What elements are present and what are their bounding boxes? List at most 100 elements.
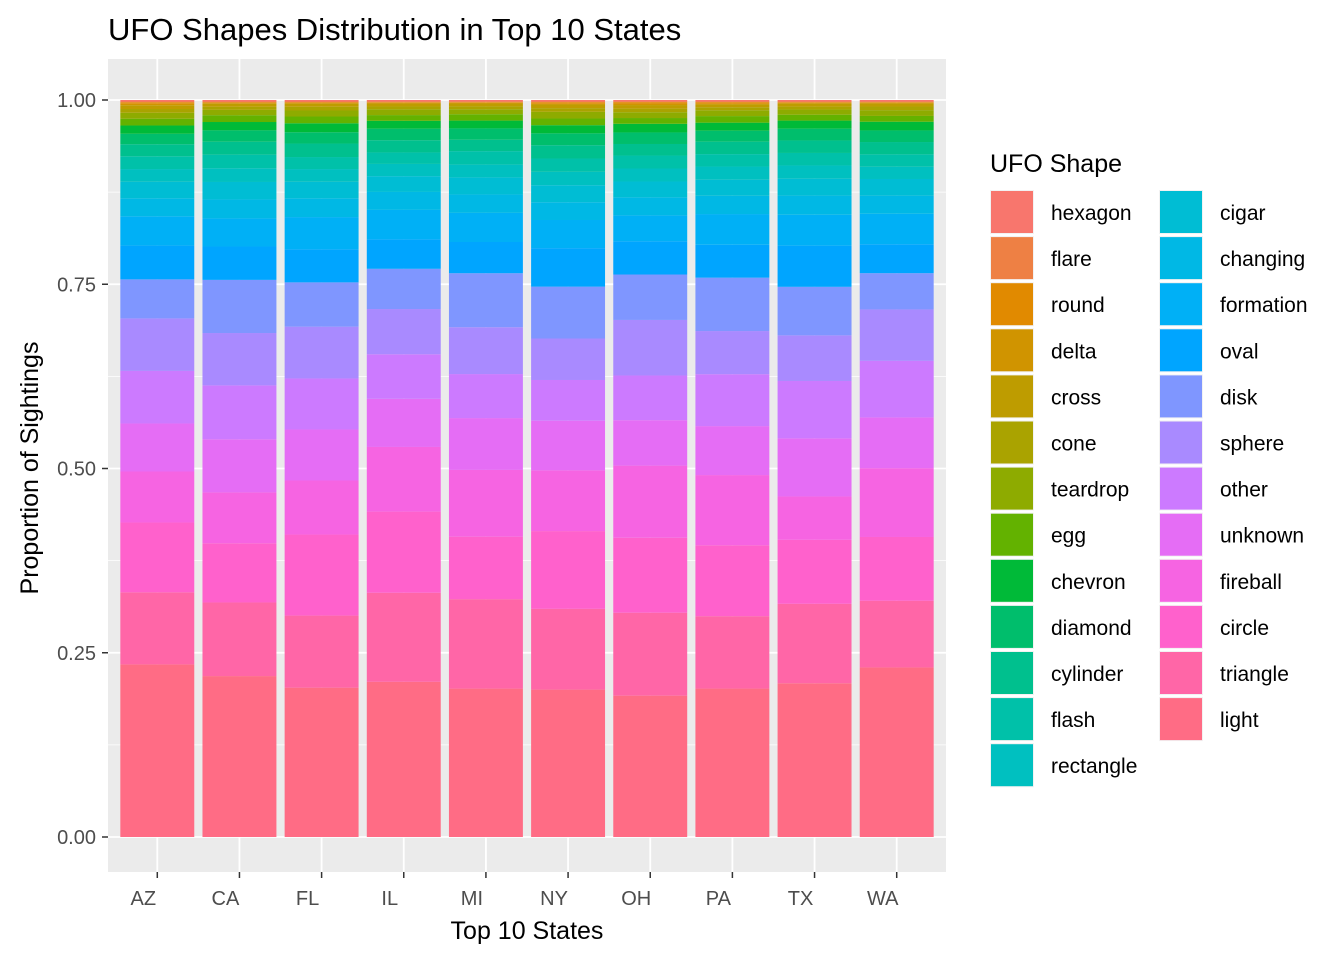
bar-segment-AZ-teardrop (120, 112, 195, 119)
bar-segment-IL-changing (366, 191, 441, 210)
bar-segment-TX-formation (777, 214, 852, 246)
bar-segment-OH-chevron (613, 123, 688, 133)
bar-segment-IL-circle (366, 511, 441, 593)
bar-segment-PA-fireball (695, 475, 770, 546)
bar-segment-WA-sphere (859, 309, 934, 361)
legend-swatch-flare (991, 237, 1033, 280)
y-tick-label: 0.50 (57, 459, 96, 481)
legend-swatch-cone (991, 421, 1033, 464)
bar-segment-OH-fireball (613, 465, 688, 538)
legend-label-teardrop: teardrop (1051, 479, 1129, 502)
legend-label-sphere: sphere (1220, 433, 1284, 456)
bar-segment-AZ-hexagon (120, 100, 195, 102)
bar-segment-NY-flare (531, 101, 606, 103)
bar-segment-IL-chevron (366, 120, 441, 129)
bar-segment-NY-light (531, 689, 606, 837)
bar-segment-TX-cylinder (777, 140, 852, 153)
bar-segment-CA-formation (202, 218, 277, 247)
bar-segment-AZ-rectangle (120, 169, 195, 182)
bar-segment-WA-flash (859, 154, 934, 167)
bar-segment-WA-formation (859, 213, 934, 245)
bar-segment-FL-cross (284, 103, 359, 107)
bar-segment-MI-egg (448, 114, 523, 121)
bar-segment-MI-delta (448, 102, 523, 104)
bar-segment-MI-hexagon (448, 100, 523, 102)
bar-segment-OH-teardrop (613, 112, 688, 119)
bar-segment-PA-delta (695, 103, 770, 105)
bar-segment-MI-disk (448, 273, 523, 328)
bar-segment-FL-changing (284, 198, 359, 218)
bar-segment-FL-other (284, 378, 359, 430)
bar-segment-CA-light (202, 676, 277, 837)
legend-swatch-other (1160, 467, 1202, 510)
bar-segment-MI-cylinder (448, 139, 523, 152)
bar-segment-WA-cylinder (859, 142, 934, 155)
bar-segment-IL-disk (366, 268, 441, 310)
bar-segment-AZ-changing (120, 198, 195, 217)
bar-segment-AZ-flash (120, 156, 195, 170)
legend-swatch-light (1160, 698, 1202, 741)
bar-segment-MI-flare (448, 101, 523, 103)
legend-swatch-cylinder (991, 652, 1033, 694)
bar-segment-FL-delta (284, 103, 359, 104)
bar-segment-FL-unknown (284, 429, 359, 481)
bar-segment-WA-flare (859, 101, 934, 103)
bar-segment-TX-circle (777, 539, 852, 604)
bar-segment-PA-disk (695, 277, 770, 332)
bar-segment-NY-fireball (531, 470, 606, 532)
legend-swatch-hexagon (991, 191, 1033, 233)
bar-segment-IL-formation (366, 209, 441, 240)
bar-segment-TX-oval (777, 245, 852, 287)
bar-segment-OH-rectangle (613, 168, 688, 182)
chart-title: UFO Shapes Distribution in Top 10 States (108, 12, 681, 47)
bar-segment-PA-flare (695, 101, 770, 103)
legend-swatch-fireball (1160, 559, 1202, 602)
bar-segment-WA-unknown (859, 417, 934, 469)
bar-segment-CA-other (202, 385, 277, 440)
bar-segment-FL-hexagon (284, 100, 359, 102)
bar-segment-AZ-formation (120, 216, 195, 246)
bar-segment-CA-delta (202, 103, 277, 104)
x-tick-label-IL: IL (381, 888, 398, 910)
bar-segment-TX-fireball (777, 496, 852, 540)
bar-segment-CA-fireball (202, 492, 277, 544)
bar-segment-TX-other (777, 380, 852, 439)
bar-segment-TX-disk (777, 286, 852, 336)
legend-title: UFO Shape (990, 150, 1122, 178)
bar-segment-MI-rectangle (448, 164, 523, 178)
bar-segment-IL-hexagon (366, 100, 441, 102)
bar-segment-PA-diamond (695, 130, 770, 142)
legend-swatch-disk (1160, 375, 1202, 418)
bar-segment-NY-hexagon (531, 100, 606, 102)
bar-segment-TX-teardrop (777, 109, 852, 115)
bar-segment-OH-formation (613, 215, 688, 242)
bar-segment-FL-teardrop (284, 110, 359, 117)
bar-segment-WA-egg (859, 115, 934, 122)
bar-segment-FL-cone (284, 106, 359, 111)
bar-segment-OH-triangle (613, 612, 688, 696)
bar-segment-FL-sphere (284, 326, 359, 379)
legend-swatch-sphere (1160, 421, 1202, 464)
bar-segment-MI-oval (448, 242, 523, 274)
bar-segment-MI-teardrop (448, 109, 523, 115)
bar-segment-OH-changing (613, 197, 688, 216)
legend-label-unknown: unknown (1220, 525, 1304, 548)
bar-segment-PA-hexagon (695, 100, 770, 102)
bar-segment-IL-sphere (366, 309, 441, 355)
bar-segment-PA-circle (695, 545, 770, 617)
bar-segment-NY-disk (531, 286, 606, 339)
bar-segment-NY-oval (531, 248, 606, 287)
bar-segment-CA-changing (202, 199, 277, 219)
bar-segment-TX-egg (777, 114, 852, 121)
bar-segment-NY-round (531, 102, 606, 104)
legend-label-cigar: cigar (1220, 202, 1266, 225)
bar-segment-WA-rectangle (859, 166, 934, 179)
legend-label-fireball: fireball (1220, 571, 1282, 594)
bar-segment-PA-other (695, 374, 770, 427)
bar-segment-IL-other (366, 354, 441, 399)
bar-segment-AZ-fireball (120, 471, 195, 523)
bar-segment-TX-sphere (777, 335, 852, 381)
bar-segment-MI-triangle (448, 599, 523, 689)
bar-segment-CA-teardrop (202, 109, 277, 116)
x-tick-label-FL: FL (296, 888, 319, 910)
